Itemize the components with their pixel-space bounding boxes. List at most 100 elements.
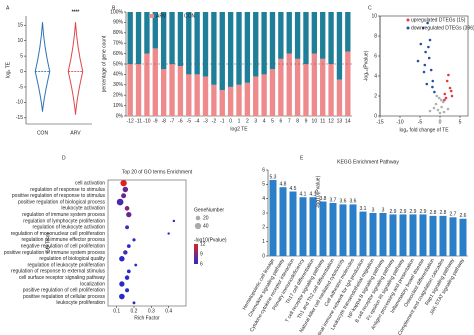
bar-segment bbox=[294, 58, 301, 116]
value-label: 4.1 bbox=[310, 192, 317, 198]
dot bbox=[167, 232, 170, 235]
y-axis-label: -log10(Pvalue) bbox=[315, 175, 321, 208]
point bbox=[436, 108, 440, 112]
bar-segment bbox=[202, 76, 209, 116]
legend-marker bbox=[406, 18, 410, 22]
x-tick-label: 1 bbox=[238, 118, 241, 124]
bar-segment bbox=[336, 12, 343, 80]
dot bbox=[126, 212, 132, 218]
bar-segment bbox=[261, 74, 267, 116]
point bbox=[431, 85, 434, 89]
bar-segment bbox=[211, 84, 217, 116]
bar-segment bbox=[202, 12, 209, 77]
bar-segment bbox=[152, 48, 158, 116]
y-tick-label: 4 bbox=[262, 196, 265, 202]
y-tick-label: 60% bbox=[113, 51, 124, 57]
y-tick-label: regulation of mononuclear cell prolifera… bbox=[11, 231, 105, 237]
value-label: 2.9 bbox=[420, 209, 427, 215]
y-tick-label: 50% bbox=[113, 61, 124, 67]
point bbox=[427, 45, 430, 49]
bar-segment bbox=[135, 64, 142, 116]
bar-segment bbox=[127, 12, 133, 64]
point bbox=[448, 86, 452, 90]
value-label: 3 bbox=[372, 207, 375, 213]
bar-segment bbox=[127, 64, 133, 116]
x-tick-label: 0 bbox=[439, 119, 442, 125]
y-tick-label: regulation of immune effector process bbox=[21, 237, 105, 243]
bar bbox=[399, 214, 407, 256]
x-tick-label: -11 bbox=[135, 118, 142, 124]
y-tick-label: 0 bbox=[262, 253, 265, 259]
y-tick-label: 90% bbox=[113, 20, 124, 26]
dot bbox=[119, 293, 125, 300]
bar-segment bbox=[227, 86, 234, 116]
dot bbox=[132, 301, 136, 305]
bar-segment bbox=[244, 82, 251, 116]
bar-segment bbox=[152, 12, 158, 49]
dot bbox=[125, 288, 130, 293]
bar-segment bbox=[211, 12, 217, 85]
y-tick-label: 0 bbox=[374, 113, 377, 119]
value-label: 3.1 bbox=[360, 206, 367, 212]
y-tick-label: 0 bbox=[20, 69, 23, 75]
bar-segment bbox=[320, 12, 326, 59]
value-label: 3.6 bbox=[340, 199, 347, 205]
bar bbox=[419, 214, 427, 256]
bar-segment bbox=[278, 12, 284, 59]
legend-label: 6 bbox=[200, 261, 203, 267]
y-tick-label: positive regulation of immune system pro… bbox=[4, 250, 106, 256]
y-tick-label: 2 bbox=[374, 93, 377, 99]
x-axis-label: log₂ fold change of TE bbox=[399, 127, 449, 133]
point bbox=[443, 92, 447, 96]
bar bbox=[429, 215, 437, 256]
x-tick-label: -5 bbox=[187, 118, 192, 124]
bar-segment bbox=[278, 58, 284, 116]
x-tick-label: 0.4 bbox=[165, 308, 172, 314]
bar-segment bbox=[236, 84, 242, 116]
y-tick-label: localization bbox=[80, 281, 105, 287]
legend-swatch bbox=[150, 14, 154, 18]
bar bbox=[449, 217, 457, 256]
dot bbox=[119, 281, 125, 287]
point bbox=[444, 96, 448, 100]
legend-label: CON bbox=[184, 13, 196, 19]
legend-title: -log10(Pvalue) bbox=[194, 237, 227, 243]
point bbox=[427, 56, 431, 60]
x-tick-label: 11 bbox=[320, 118, 325, 124]
y-tick-label: 3 bbox=[262, 210, 265, 216]
x-tick-label: -1 bbox=[220, 118, 225, 124]
y-tick-label: positive regulation of cell proliferatio… bbox=[23, 288, 105, 294]
bar bbox=[339, 204, 347, 256]
y-axis-label: log₂ TE bbox=[5, 61, 11, 78]
x-tick-label: CON bbox=[37, 130, 49, 136]
point bbox=[432, 106, 436, 110]
bar-segment bbox=[186, 12, 192, 75]
value-label: 3.6 bbox=[350, 199, 357, 205]
y-tick-label: cell surface receptor signaling pathway bbox=[19, 275, 106, 281]
legend-title: GeneNumber bbox=[194, 207, 224, 213]
x-tick-label: -2 bbox=[212, 118, 217, 124]
point bbox=[450, 94, 454, 98]
x-tick-label: 8 bbox=[296, 118, 299, 124]
x-tick-label: -7 bbox=[170, 118, 175, 124]
y-tick-label: regulation of response to external stimu… bbox=[11, 269, 105, 275]
y-tick-label: 4 bbox=[374, 73, 377, 79]
legend-label: ARV bbox=[156, 13, 167, 19]
legend-label: upregulated DTEGs (15) bbox=[411, 17, 466, 23]
bar-segment bbox=[269, 69, 276, 116]
x-tick-label: 2 bbox=[246, 118, 249, 124]
point bbox=[423, 63, 427, 67]
dot bbox=[132, 238, 136, 242]
y-tick-label: 30% bbox=[113, 82, 124, 88]
bar-segment bbox=[177, 12, 184, 67]
legend-label: 12 bbox=[200, 241, 206, 247]
point bbox=[428, 109, 432, 113]
dot bbox=[124, 275, 130, 280]
bar-segment bbox=[311, 12, 318, 54]
x-tick-label: 0 bbox=[229, 118, 232, 124]
y-tick-label: positive regulation of biological proces… bbox=[18, 199, 105, 205]
x-tick-label: 13 bbox=[337, 118, 343, 124]
bar-segment bbox=[345, 12, 351, 52]
x-tick-label: ARV bbox=[70, 130, 81, 136]
x-tick-label: 9 bbox=[305, 118, 308, 124]
